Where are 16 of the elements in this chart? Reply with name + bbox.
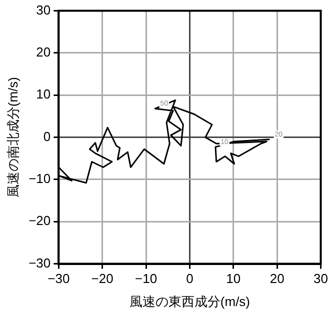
y-tick-label: 20 [36, 44, 51, 60]
y-tick-label: −20 [28, 213, 51, 228]
x-tick-label: 30 [314, 271, 328, 286]
x-tick-label: 10 [226, 271, 241, 286]
y-tick-label: −10 [28, 171, 51, 186]
y-tick-label: 10 [36, 86, 51, 102]
y-tick-label: 30 [36, 2, 51, 18]
y-tick-label: −30 [28, 255, 51, 270]
x-tick-label: 0 [186, 271, 194, 286]
x-tick-label: −20 [91, 271, 114, 286]
x-axis-title: 風速の東西成分(m/s) [129, 294, 250, 309]
x-tick-label: −30 [48, 271, 70, 286]
x-tick-label: −10 [134, 271, 158, 286]
y-axis-title: 風速の南北成分(m/s) [5, 76, 20, 198]
y-tick-label: 0 [43, 128, 51, 144]
x-tick-label: 20 [270, 271, 284, 286]
